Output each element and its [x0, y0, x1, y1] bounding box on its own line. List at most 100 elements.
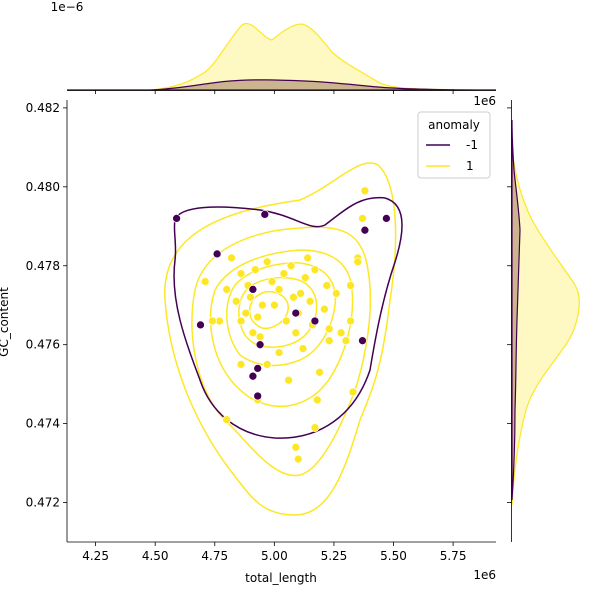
x-tick-label: 5.50 [380, 549, 407, 563]
normal-point [258, 300, 267, 310]
normal-point [315, 367, 324, 377]
normal-point [336, 328, 346, 338]
top-marginal-kde-anomaly [67, 79, 497, 91]
top-marginal-offset-label: 1e−6 [51, 0, 84, 14]
anomaly-point [360, 225, 370, 235]
normal-point [284, 375, 293, 385]
legend-label-normal: 1 [466, 159, 474, 173]
y-tick-label: 0.480 [26, 180, 60, 194]
normal-point [270, 300, 279, 310]
x-tick-label: 4.75 [201, 549, 228, 563]
normal-point [310, 265, 320, 275]
normal-point [331, 289, 341, 298]
scatter-points [172, 186, 391, 464]
right-marginal-kde-anomaly [511, 119, 521, 501]
normal-point [312, 395, 322, 405]
normal-point [353, 257, 363, 267]
anomaly-point [248, 285, 258, 294]
normal-point [296, 289, 305, 298]
y-tick-label: 0.482 [26, 101, 60, 115]
normal-point [262, 360, 272, 369]
anomaly-point [253, 391, 263, 401]
kde-contour-normal-4 [226, 262, 337, 367]
y-axis-ticks: 0.472 0.474 0.476 0.478 0.480 0.482 [26, 101, 67, 510]
legend-box [417, 111, 491, 179]
normal-point [222, 415, 232, 425]
anomaly-point [260, 210, 270, 219]
y-tick-label: 0.474 [26, 417, 60, 431]
normal-point [303, 253, 313, 263]
normal-point [291, 328, 301, 338]
normal-point [348, 387, 358, 397]
normal-point [358, 214, 367, 223]
anomaly-point [382, 214, 391, 223]
normal-point [246, 292, 255, 302]
normal-point [293, 454, 303, 464]
x-tick-label: 4.25 [82, 549, 109, 563]
anomaly-point [310, 316, 320, 326]
y-axis-label: GC_content [0, 287, 11, 357]
anomaly-point [255, 340, 265, 350]
kde-contour-normal-outer [164, 162, 397, 516]
normal-point [310, 423, 320, 432]
normal-point [346, 281, 355, 290]
y-offset-label: 1e6 [473, 94, 496, 108]
normal-point [341, 336, 351, 346]
kde-contours-normal [164, 162, 397, 516]
anomaly-point [172, 214, 181, 223]
normal-point [291, 442, 301, 452]
normal-point [267, 277, 277, 286]
normal-point [236, 360, 246, 369]
anomaly-point [196, 320, 205, 330]
normal-point [286, 261, 296, 271]
normal-point [208, 316, 217, 326]
y-tick-label: 0.478 [26, 259, 60, 273]
normal-point [255, 332, 265, 342]
x-tick-label: 4.50 [142, 549, 169, 563]
right-marginal-axes [507, 100, 580, 542]
normal-point [236, 316, 246, 326]
normal-point [289, 292, 298, 302]
x-tick-label: 5.00 [261, 549, 288, 563]
normal-point [360, 186, 370, 196]
normal-point [298, 344, 308, 353]
kde-contour-normal-3 [209, 249, 354, 407]
normal-point [281, 316, 291, 326]
normal-point [241, 308, 251, 318]
normal-point [274, 285, 284, 294]
legend: anomaly -1 1 [417, 111, 491, 179]
x-axis-label: total_length [245, 571, 317, 585]
top-marginal-ticks [95, 90, 454, 94]
top-marginal-kde-normal [67, 22, 497, 91]
anomaly-point [291, 308, 301, 318]
kde-contour-normal-2 [191, 226, 372, 477]
normal-point [346, 316, 355, 326]
right-marginal-ticks [507, 107, 512, 503]
joint-axes: 4.25 4.50 4.75 5.00 5.25 5.50 5.75 0.4720.4740… [0, 94, 496, 585]
normal-point [324, 324, 334, 334]
normal-point [305, 296, 315, 306]
normal-point [279, 269, 289, 278]
anomaly-point [253, 364, 263, 373]
anomaly-point [358, 336, 367, 346]
y-tick-label: 0.476 [26, 338, 60, 352]
y-tick-label: 0.472 [26, 496, 60, 510]
normal-point [222, 285, 232, 294]
normal-point [274, 348, 284, 357]
normal-point [320, 304, 329, 314]
normal-point [227, 253, 236, 263]
normal-point [248, 328, 258, 338]
legend-title: anomaly [428, 118, 480, 132]
kde-contours-anomaly [173, 196, 403, 439]
normal-point [236, 269, 246, 278]
x-offset-label: 1e6 [473, 568, 496, 582]
legend-label-anomaly: -1 [466, 138, 478, 152]
normal-point [262, 257, 272, 267]
normal-point [324, 336, 334, 346]
kde-contour-anomaly-outer [173, 196, 403, 439]
x-axis-ticks: 4.25 4.50 4.75 5.00 5.25 5.50 5.75 [82, 542, 466, 563]
right-marginal-kde-normal [511, 149, 580, 506]
anomaly-point [212, 249, 222, 259]
normal-point [300, 273, 310, 282]
normal-point [322, 281, 332, 290]
